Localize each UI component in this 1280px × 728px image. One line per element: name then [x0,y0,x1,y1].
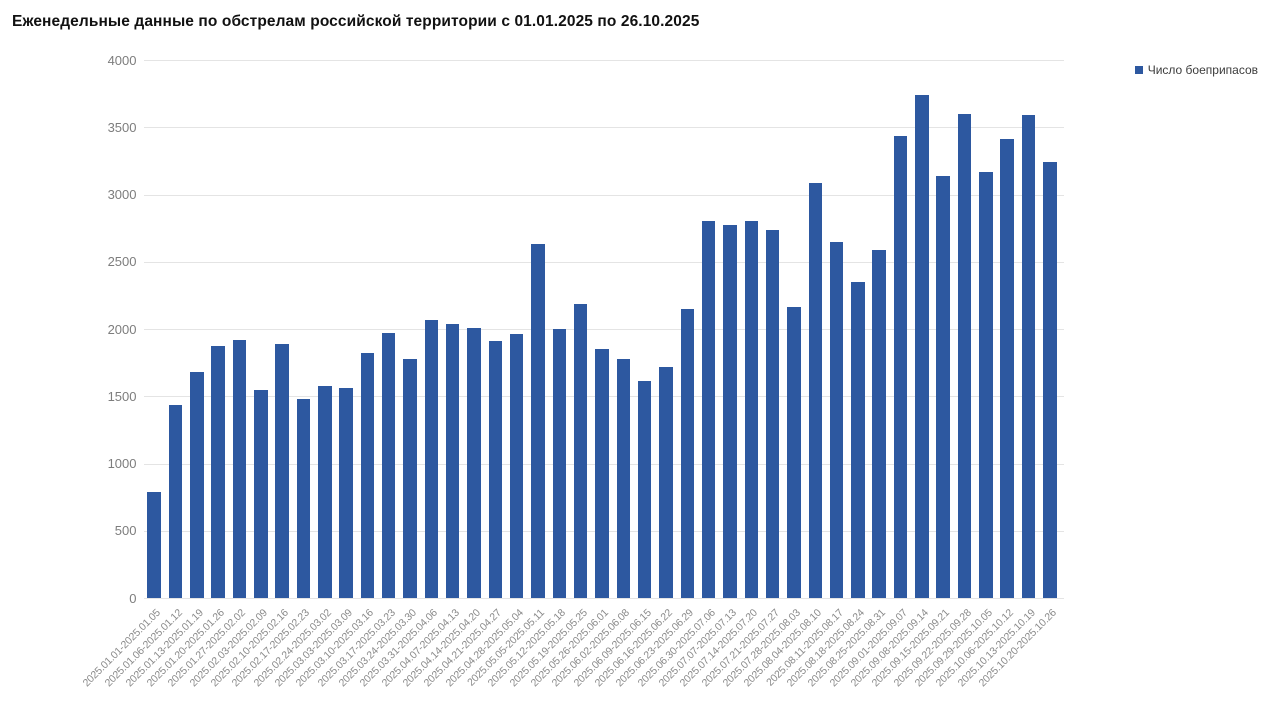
y-axis-tick-label: 0 [129,590,137,606]
y-axis-tick-label: 2000 [107,321,137,337]
bar [275,343,289,598]
bar [659,367,673,598]
y-axis-tick-label: 4000 [107,52,137,68]
bar [232,339,247,598]
bar [1021,115,1036,598]
bar [168,404,183,598]
bar [254,389,268,598]
bar [829,242,844,598]
bar [509,333,524,598]
bar [381,333,396,598]
gridline [143,60,1064,61]
gridline [143,194,1064,196]
bar [403,358,417,598]
y-axis-tick-label: 3500 [107,119,137,135]
bar [744,221,759,598]
bar [851,281,865,598]
y-axis-tick-label: 500 [114,523,137,539]
bar [552,329,567,598]
gridline [143,329,1064,330]
bar [445,323,460,598]
chart-title: Еженедельные данные по обстрелам российс… [12,13,700,30]
bar [723,225,737,598]
bar [147,491,161,598]
bar [680,308,695,598]
bar [957,114,972,598]
bar [979,171,993,598]
bar [488,341,503,598]
bar [936,176,950,598]
gridline [143,261,1064,263]
bar [190,372,204,598]
bar [595,348,609,598]
legend-label: Число боеприпасов [1147,63,1258,77]
bar [467,327,481,598]
bar [296,398,311,598]
y-axis-tick-label: 1000 [107,456,137,471]
bar [765,230,780,598]
legend: Число боеприпасов [1134,63,1258,77]
bar [573,304,588,598]
bar [339,388,353,598]
bar [893,135,908,598]
bar [808,183,822,598]
bar [915,94,929,598]
bar [531,243,545,598]
y-axis-tick-label: 3000 [107,187,137,202]
y-axis-tick-label: 1500 [107,388,137,404]
bar [872,250,886,598]
bar [1000,138,1014,598]
bar [360,353,375,598]
gridline [143,127,1064,129]
bar [318,386,332,598]
bar [637,380,652,598]
bar [616,359,631,598]
bar [211,346,225,598]
gridline [143,598,1064,599]
y-axis-tick-label: 2500 [107,254,137,270]
bar [1043,161,1057,598]
bar [701,220,716,598]
legend-swatch-icon [1134,66,1143,74]
bar [787,306,801,598]
bar [424,320,439,598]
